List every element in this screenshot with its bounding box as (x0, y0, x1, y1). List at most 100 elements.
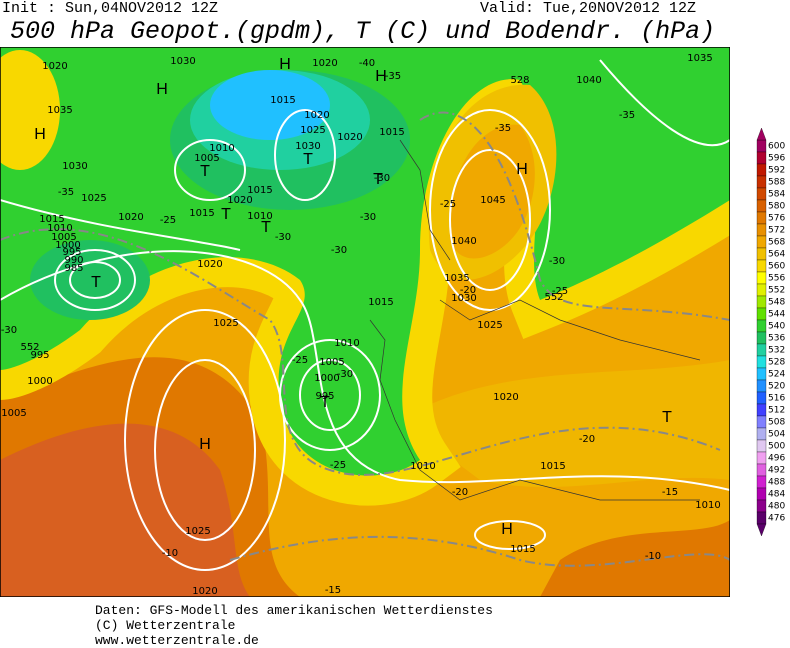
colorbar-label: 548 (768, 298, 785, 308)
pressure-center: H (516, 161, 528, 178)
contour-label: 1000 (55, 240, 80, 251)
colorbar-box (756, 271, 767, 285)
colorbar-label: 552 (768, 286, 785, 296)
map-title: 500 hPa Geopot.(gpdm), T (C) und Bodendr… (10, 17, 715, 46)
contour-label: 1020 (312, 58, 337, 69)
contour-label: 995 (30, 350, 49, 361)
pressure-center: T (91, 274, 101, 291)
contour-label: -20 (452, 487, 468, 498)
pressure-center: T (662, 409, 672, 426)
colorbar-label: 528 (768, 358, 785, 368)
contour-label: 1040 (576, 75, 601, 86)
contour-label: 1005 (194, 153, 219, 164)
contour-label: 1015 (189, 208, 214, 219)
colorbar-label: 600 (768, 142, 785, 152)
contour-label: -25 (292, 355, 308, 366)
contour-label: -30 (337, 369, 353, 380)
contour-label: -35 (495, 123, 511, 134)
colorbar-box (756, 199, 767, 213)
pressure-center: T (221, 206, 231, 223)
pressure-center: T (303, 151, 313, 168)
contour-label: 1015 (39, 214, 64, 225)
contour-label: -25 (160, 215, 176, 226)
contour-label: 1015 (510, 544, 535, 555)
contour-label: 1035 (47, 105, 72, 116)
contour-label: -35 (58, 187, 74, 198)
colorbar-box (756, 367, 767, 381)
contour-label: 1015 (368, 297, 393, 308)
contour-label: -25 (330, 460, 346, 471)
colorbar-box (756, 307, 767, 321)
colorbar-box (756, 415, 767, 429)
map: 1020 1030 10201015102010251030101010051020… (0, 47, 730, 597)
colorbar-label: 588 (768, 178, 785, 188)
contour-label: 1010 (247, 211, 272, 222)
contour-label: 1015 (270, 95, 295, 106)
colorbar-box (756, 487, 767, 501)
contour-label: 1010 (410, 461, 435, 472)
colorbar: 600 596 592 588 584 580 576 572 568 564 560 556 552 5… (756, 127, 785, 537)
colorbar-box (756, 139, 767, 153)
colorbar-label: 584 (768, 190, 785, 200)
contour-label: 1010 (47, 223, 72, 234)
contour-label: 1035 (687, 53, 712, 64)
contour-label: -30 (331, 245, 347, 256)
colorbar-label: 532 (768, 346, 785, 356)
contour-label: 1005 (51, 232, 76, 243)
colorbar-box (756, 331, 767, 345)
contour-label: -25 (440, 199, 456, 210)
contour-label: -30 (1, 325, 17, 336)
contour-label: 1030 (451, 293, 476, 304)
contour-label: 1000 (27, 376, 52, 387)
valid-time: Valid: Tue,20NOV2012 12Z (480, 0, 696, 17)
contour-label: 1030 (170, 56, 195, 67)
colorbar-box (756, 283, 767, 297)
contour-label: -30 (360, 212, 376, 223)
contour-label: -30 (275, 232, 291, 243)
pressure-center: T (373, 171, 383, 188)
colorbar-box (756, 343, 767, 357)
colorbar-label: 500 (768, 442, 785, 452)
pressure-center: T (200, 163, 210, 180)
contour-label: 990 (64, 255, 83, 266)
init-time: Init : Sun,04NOV2012 12Z (2, 0, 218, 17)
contour-label: 1015 (540, 461, 565, 472)
contour-label: 552 (544, 292, 563, 303)
contour-label: -30 (549, 256, 565, 267)
colorbar-label: 520 (768, 382, 785, 392)
colorbar-label: 484 (768, 490, 785, 500)
colorbar-label: 572 (768, 226, 785, 236)
contour-label: 1000 (314, 373, 339, 384)
contour-label: -15 (325, 585, 341, 596)
contour-label: 1020 (227, 195, 252, 206)
pressure-center: T (320, 394, 330, 411)
colorbar-box (756, 499, 767, 513)
contour-label: -10 (162, 548, 178, 559)
colorbar-box (756, 391, 767, 405)
colorbar-label: 512 (768, 406, 785, 416)
contour-label: 1025 (185, 526, 210, 537)
contour-label: 1020 (304, 110, 329, 121)
colorbar-label: 560 (768, 262, 785, 272)
colorbar-label: 488 (768, 478, 785, 488)
pressure-center: T (261, 219, 271, 236)
contour-label: 1025 (81, 193, 106, 204)
colorbar-box (756, 235, 767, 249)
pressure-center: H (279, 56, 291, 73)
pressure-center: H (375, 68, 387, 85)
colorbar-box (756, 187, 767, 201)
colorbar-label: 476 (768, 514, 785, 524)
contour-label: 1030 (295, 141, 320, 152)
colorbar-label: 492 (768, 466, 785, 476)
contour-label: 528 (510, 75, 529, 86)
contour-label: 1030 (62, 161, 87, 172)
footer-line: Daten: GFS-Modell des amerikanischen Wet… (95, 603, 493, 618)
contour-label: 1020 (197, 259, 222, 270)
colorbar-label: 524 (768, 370, 785, 380)
pressure-center: H (501, 521, 513, 538)
contour-label: -20 (579, 434, 595, 445)
contour-label: 1020 (118, 212, 143, 223)
contour-label: -35 (619, 110, 635, 121)
contour-label: 552 (20, 342, 39, 353)
